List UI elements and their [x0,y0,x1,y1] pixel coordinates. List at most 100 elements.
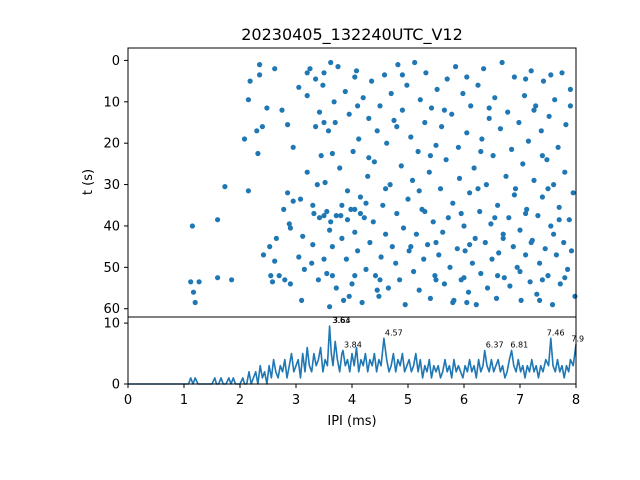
peak-label: 3.84 [344,341,362,350]
scatter-point [540,78,547,84]
scatter-point [546,113,552,119]
scatter-point [416,287,422,293]
peak-label: 6.81 [510,341,528,350]
scatter-point [464,130,470,136]
scatter-point [352,273,358,279]
scatter-point [481,66,487,72]
scatter-point [245,97,251,103]
scatter-point [328,219,334,225]
scatter-point [500,231,506,237]
scatter-point [557,281,563,287]
scatter-point [357,210,363,217]
scatter-point [285,122,291,128]
scatter-point [462,248,468,254]
scatter-point [405,196,411,202]
scatter-point [377,103,383,109]
x-tick-label: 1 [180,393,188,408]
scatter-point [374,287,380,293]
scatter-point [348,206,354,212]
x-tick-label: 0 [124,393,132,408]
scatter-point [339,235,345,241]
scatter-point [399,72,405,78]
scatter-y-label: t (s) [81,169,96,195]
scatter-point [471,165,477,171]
scatter-point [355,248,361,254]
scatter-point [497,126,503,132]
scatter-point [366,155,372,161]
scatter-point [399,107,405,113]
scatter-point [394,210,400,217]
scatter-point [450,200,456,206]
scatter-point [304,169,310,175]
x-tick-label: 7 [516,393,524,408]
scatter-point [531,107,537,113]
scatter-point [443,157,449,163]
scatter-point [440,229,446,235]
scatter-point [192,299,198,306]
scatter-point [380,202,386,208]
scatter-point [460,90,466,97]
scatter-point [527,279,533,285]
scatter-y-ticks: 0 10 20 30 40 50 60 [103,54,128,317]
scatter-point [333,285,339,291]
scatter-point [363,266,369,272]
scatter-point [528,239,534,246]
scatter-point [434,86,440,92]
scatter-point [488,221,494,227]
scatter-point [297,196,304,202]
scatter-point [483,182,489,188]
scatter-point [313,124,319,130]
scatter-point [329,273,335,279]
scatter-point [436,252,442,258]
y-tick-label: 50 [103,261,120,276]
scatter-point [241,136,248,142]
scatter-point [426,169,432,175]
scatter-point [422,119,428,126]
scatter-point [189,223,195,229]
scatter-point [472,235,478,241]
scatter-point [500,235,506,241]
scatter-point [290,198,296,204]
scatter-point [490,153,496,159]
peak-label: 3.63 [332,316,350,325]
scatter-point [556,217,562,223]
scatter-point [416,188,422,194]
scatter-point [428,105,435,111]
scatter-point [215,217,221,223]
scatter-point [301,266,307,272]
scatter-point [196,279,202,285]
scatter-point [376,293,382,299]
scatter-point [254,128,260,134]
scatter-point [331,99,337,105]
scatter-point [538,128,544,134]
scatter-point [329,150,335,157]
scatter-point [389,244,395,250]
scatter-point [324,208,330,215]
scatter-point [464,74,470,80]
scatter-point [337,165,343,171]
scatter-point [512,186,519,192]
scatter-point [377,277,383,283]
scatter-point [398,163,404,169]
scatter-point [545,273,551,279]
scatter-point [245,188,251,194]
scatter-point [475,186,481,192]
scatter-point [458,210,464,217]
scatter-point [439,124,445,130]
peak-label: 6.37 [486,341,504,350]
scatter-point [287,225,293,231]
scatter-point [310,242,316,248]
scatter-point [467,190,473,196]
scatter-point [477,208,483,215]
scatter-point [322,179,328,186]
scatter-point [559,70,565,76]
scatter-point [455,144,461,150]
scatter-point [433,239,439,246]
scatter-point [555,144,561,150]
scatter-point [372,273,379,279]
scatter-point [327,304,333,310]
scatter-point [461,223,467,229]
scatter-point [341,297,347,303]
histogram-y-ticks: 0 10 [103,317,128,393]
scatter-point [565,266,571,272]
